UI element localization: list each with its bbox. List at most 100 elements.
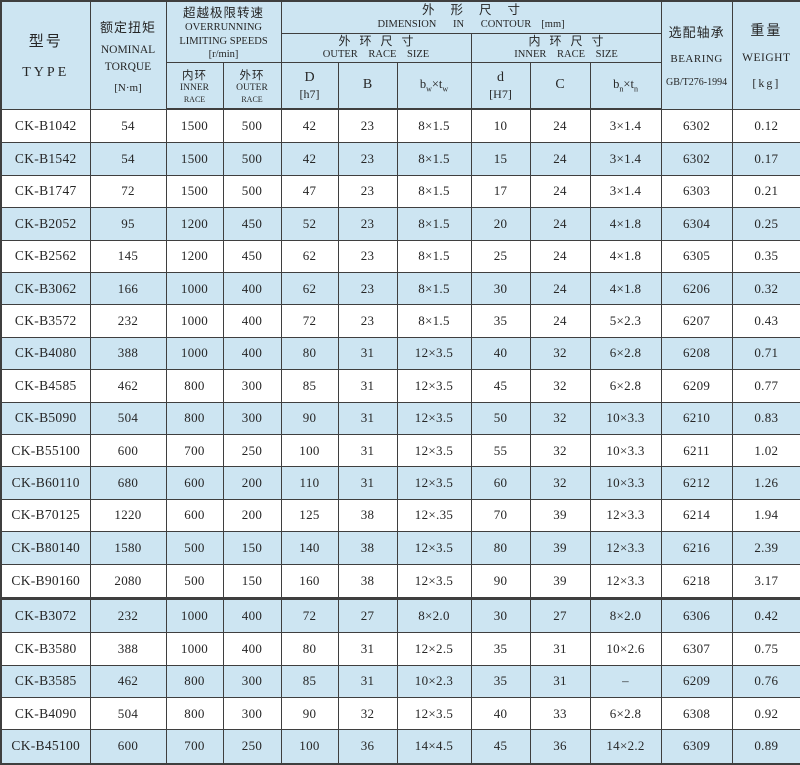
value-cell: 50 xyxy=(470,401,531,435)
value-cell: 27 xyxy=(337,597,398,634)
torque-header-unit: [N·m] xyxy=(114,82,142,95)
value-cell: 6216 xyxy=(660,531,733,565)
table-row: CK-B5090 504 800 300 90 31 12×3.5 50 32 10×3.3 621… xyxy=(0,401,800,435)
dimension-header-zh: 外形尺寸 xyxy=(422,2,537,17)
value-cell: 24 xyxy=(529,142,591,176)
torque-header-zh: 额定扭矩 xyxy=(99,19,156,35)
value-cell: 6207 xyxy=(660,304,733,338)
dimension-header-en: DIMENSION IN CONTOUR [mm] xyxy=(282,18,660,32)
value-cell: 38 xyxy=(337,563,398,600)
model-cell: CK-B3580 xyxy=(0,632,91,666)
table-row: CK-B2052 95 1200 450 52 23 8×1.5 20 24 4×1.8 6304 0… xyxy=(0,207,800,241)
model-cell: CK-B1042 xyxy=(0,108,91,144)
value-cell: 70 xyxy=(470,498,531,533)
value-cell: 1.26 xyxy=(731,466,800,500)
value-cell: 200 xyxy=(222,498,282,533)
torque-header-en1: NOMINAL xyxy=(100,43,156,56)
value-cell: 6307 xyxy=(660,632,733,666)
value-cell: 232 xyxy=(89,597,167,634)
table-row: CK-B45100 600 700 250 100 36 14×4.5 45 36 14×2.2 6… xyxy=(0,729,800,764)
value-cell: 12×3.5 xyxy=(396,433,472,468)
dimension-header-en-text: DIMENSION IN CONTOUR xyxy=(377,18,532,30)
value-cell: 14×4.5 xyxy=(396,729,472,764)
header-row-2: 外环尺寸 OUTER RACE SIZE 内环尺寸 INNER RACE SIZ… xyxy=(1,33,800,63)
model-cell: CK-B2562 xyxy=(0,239,91,273)
d-letter: d xyxy=(497,70,504,86)
table-row: CK-B3062 166 1000 400 62 23 8×1.5 30 24 4×1.8 6206… xyxy=(0,271,800,306)
value-cell: 85 xyxy=(280,664,339,699)
value-cell: 2.39 xyxy=(731,531,800,565)
value-cell: 24 xyxy=(529,108,591,144)
value-cell: 8×2.0 xyxy=(396,597,472,634)
value-cell: 3×1.4 xyxy=(589,174,662,209)
value-cell: 0.35 xyxy=(731,239,800,273)
value-cell: 6309 xyxy=(660,729,733,764)
value-cell: 8×1.5 xyxy=(396,239,472,273)
value-cell: 55 xyxy=(470,433,531,468)
value-cell: 35 xyxy=(470,664,531,699)
value-cell: 80 xyxy=(280,336,339,371)
outer-race-size-en: OUTER RACE SIZE xyxy=(322,49,430,61)
table-row: CK-B55100 600 700 250 100 31 12×3.5 55 32 10×3.3 6… xyxy=(0,433,800,468)
value-cell: 90 xyxy=(470,563,531,600)
value-cell: 31 xyxy=(529,632,591,666)
model-cell: CK-B80140 xyxy=(0,531,91,565)
value-cell: 8×2.0 xyxy=(589,597,662,634)
model-cell: CK-B1542 xyxy=(0,142,91,176)
col-header-speeds: 超越极限转速 OVERRUNNING LIMITING SPEEDS [r/mi… xyxy=(165,0,282,63)
value-cell: 1200 xyxy=(165,207,224,241)
col-header-type: 型号 TYPE xyxy=(0,0,91,110)
value-cell: 600 xyxy=(165,498,224,533)
table-row: CK-B80140 1580 500 150 140 38 12×3.5 80 39 12×3.3… xyxy=(0,531,800,565)
bearing-header-zh: 选配轴承 xyxy=(668,25,725,41)
value-cell: 500 xyxy=(165,531,224,565)
value-cell: 500 xyxy=(222,174,282,209)
value-cell: 3.17 xyxy=(731,563,800,600)
value-cell: 250 xyxy=(222,433,282,468)
value-cell: 23 xyxy=(337,207,398,241)
inner-race-size-zh: 内环尺寸 xyxy=(528,33,613,48)
value-cell: 1000 xyxy=(165,271,224,306)
value-cell: 680 xyxy=(89,466,167,500)
value-cell: 150 xyxy=(222,563,282,600)
model-cell: CK-B45100 xyxy=(0,729,91,764)
value-cell: 1.94 xyxy=(731,498,800,533)
value-cell: 1000 xyxy=(165,336,224,371)
value-cell: 1200 xyxy=(165,239,224,273)
value-cell: 6306 xyxy=(660,597,733,634)
col-header-bwtw: bw×tw xyxy=(396,61,472,111)
inner-race-en1: INNER xyxy=(179,82,210,93)
outer-race-en2: RACE xyxy=(241,94,263,104)
value-cell: 31 xyxy=(529,664,591,699)
value-cell: 0.92 xyxy=(731,696,800,731)
value-cell: 31 xyxy=(337,466,398,500)
value-cell: 0.83 xyxy=(731,401,800,435)
value-cell: 700 xyxy=(165,729,224,764)
value-cell: 3×1.4 xyxy=(589,142,662,176)
value-cell: 1000 xyxy=(165,304,224,338)
col-header-dimension: 外形尺寸 DIMENSION IN CONTOUR [mm] xyxy=(280,0,662,35)
value-cell: 1.02 xyxy=(731,433,800,468)
inner-race-size-en: INNER RACE SIZE xyxy=(514,49,618,61)
value-cell: 23 xyxy=(337,239,398,273)
value-cell: 300 xyxy=(222,696,282,731)
value-cell: 10×3.3 xyxy=(589,466,662,500)
value-cell: 166 xyxy=(89,271,167,306)
value-cell: 0.42 xyxy=(731,597,800,634)
value-cell: 20 xyxy=(470,207,531,241)
model-cell: CK-B60110 xyxy=(0,466,91,500)
bntn-b: b xyxy=(613,77,620,92)
value-cell: 32 xyxy=(529,336,591,371)
value-cell: 40 xyxy=(470,336,531,371)
value-cell: 32 xyxy=(529,466,591,500)
bntn-t: t xyxy=(630,77,634,92)
value-cell: 0.89 xyxy=(731,729,800,764)
value-cell: 12×3.5 xyxy=(396,696,472,731)
value-cell: 6×2.8 xyxy=(589,369,662,403)
value-cell: 12×3.5 xyxy=(396,466,472,500)
value-cell: 24 xyxy=(529,304,591,338)
inner-race-zh: 内环 xyxy=(182,69,207,82)
inner-race-en2: RACE xyxy=(183,94,206,104)
value-cell: 1000 xyxy=(165,597,224,634)
value-cell: 6214 xyxy=(660,498,733,533)
